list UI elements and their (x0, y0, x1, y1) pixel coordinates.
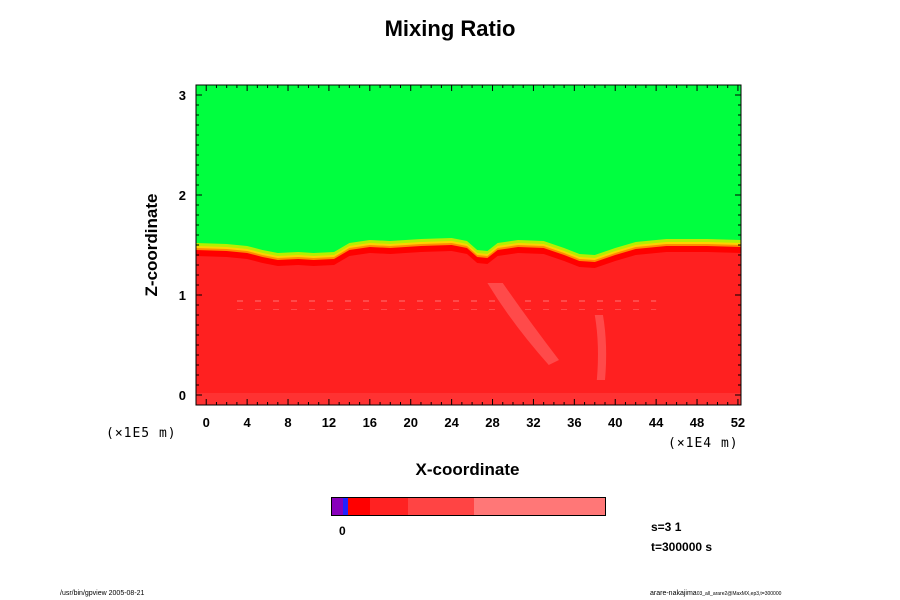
x-tick-label: 52 (731, 415, 745, 430)
mixing-plume (487, 283, 559, 365)
x-tick-label: 4 (244, 415, 252, 430)
footer-right-main: arare-nakajima (650, 590, 697, 597)
x-tick-label: 28 (485, 415, 499, 430)
step-annotation: s=3 1 (651, 520, 682, 534)
y-scale-label: (×1E5 m) (106, 426, 177, 441)
colorbar-segment (370, 498, 409, 515)
y-axis-label: Z-coordinate (142, 193, 161, 297)
x-tick-label: 48 (690, 415, 704, 430)
x-tick-label: 0 (203, 415, 210, 430)
x-tick-label: 44 (649, 415, 664, 430)
colorbar-segment (408, 498, 474, 515)
colorbar-segment (342, 498, 349, 515)
plot-area (196, 85, 741, 405)
footer-right: arare-nakajima03_all_arare2@MaxMX,ep3,t=… (650, 590, 781, 597)
y-tick-label: 1 (179, 288, 186, 303)
x-tick-label: 16 (363, 415, 377, 430)
footer-left: /usr/bin/gpview 2005-08-21 (60, 590, 145, 597)
x-tick-label: 8 (284, 415, 291, 430)
y-tick-label: 3 (179, 88, 186, 103)
plot-frame (195, 84, 742, 406)
mixing-texture (236, 295, 657, 310)
colorbar-segment (473, 498, 605, 515)
colorbar-label: 0 (339, 524, 346, 538)
x-tick-label: 40 (608, 415, 622, 430)
x-tick-label: 20 (403, 415, 417, 430)
mixing-plume-2 (594, 315, 607, 380)
interface-mixing-layer (196, 251, 741, 405)
x-tick-label: 36 (567, 415, 581, 430)
colorbar-segment (332, 498, 343, 515)
footer-right-small: 03_all_arare2@MaxMX,ep3,t=300000 (696, 591, 782, 597)
colorbar-segment (348, 498, 371, 515)
x-tick-label: 12 (322, 415, 336, 430)
y-tick-label: 0 (179, 388, 186, 403)
y-tick-label: 2 (179, 188, 186, 203)
colorbar (331, 497, 606, 516)
x-tick-label: 24 (444, 415, 459, 430)
chart-title: Mixing Ratio (384, 16, 516, 41)
x-tick-label: 32 (526, 415, 540, 430)
x-axis-label: X-coordinate (415, 460, 520, 479)
x-scale-label: (×1E4 m) (668, 436, 739, 451)
time-annotation: t=300000 s (651, 540, 713, 554)
